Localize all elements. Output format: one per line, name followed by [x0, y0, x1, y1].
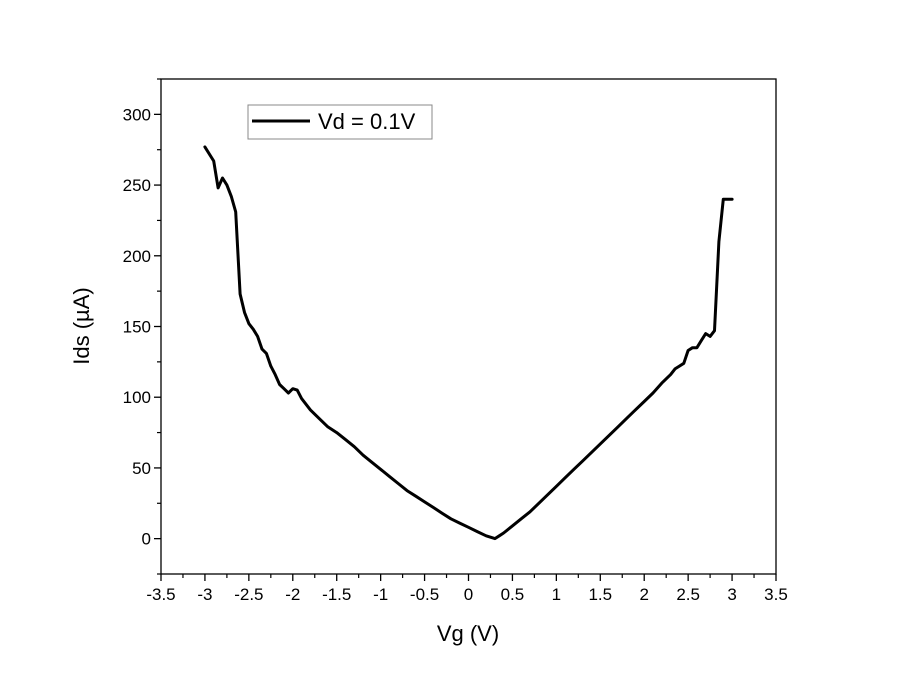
y-tick-label: 0	[142, 530, 151, 549]
x-axis-label: Vg (V)	[437, 621, 499, 646]
x-tick-label: 1.5	[588, 585, 612, 604]
legend: Vd = 0.1V	[247, 104, 433, 140]
y-tick-label: 250	[123, 176, 151, 195]
y-tick-label: 50	[132, 459, 151, 478]
x-tick-label: 0	[464, 585, 473, 604]
series-line	[203, 145, 734, 541]
x-tick-label: 2.5	[676, 585, 700, 604]
y-tick-label: 100	[123, 388, 151, 407]
x-axis: -3.5 -3 -2.5 -2 -1.5 -1 -0.5 0 0.5 1 1.5 2 2.5 3 3.5	[146, 574, 788, 604]
x-tick-label: 1	[552, 585, 561, 604]
x-tick-label: 3.5	[764, 585, 788, 604]
x-tick-label: -1	[373, 585, 388, 604]
plot-frame	[160, 78, 777, 575]
x-tick-label: 2	[639, 585, 648, 604]
y-axis: 0 50 100 150 200 250 300	[123, 78, 161, 575]
x-tick-label: 3	[727, 585, 736, 604]
x-tick-label: -2	[285, 585, 300, 604]
x-tick-label: -3.5	[146, 585, 175, 604]
x-tick-label: -0.5	[410, 585, 439, 604]
x-tick-label: -1.5	[322, 585, 351, 604]
y-tick-label: 200	[123, 247, 151, 266]
y-tick-label: 300	[123, 105, 151, 124]
legend-label: Vd = 0.1V	[318, 109, 416, 134]
series-layer	[203, 145, 734, 541]
x-tick-label: -2.5	[234, 585, 263, 604]
y-tick-label: 150	[123, 318, 151, 337]
plot-border	[160, 78, 777, 575]
x-tick-label: 0.5	[501, 585, 525, 604]
y-axis-label: Ids (µA)	[69, 287, 94, 364]
x-tick-label: -3	[197, 585, 212, 604]
